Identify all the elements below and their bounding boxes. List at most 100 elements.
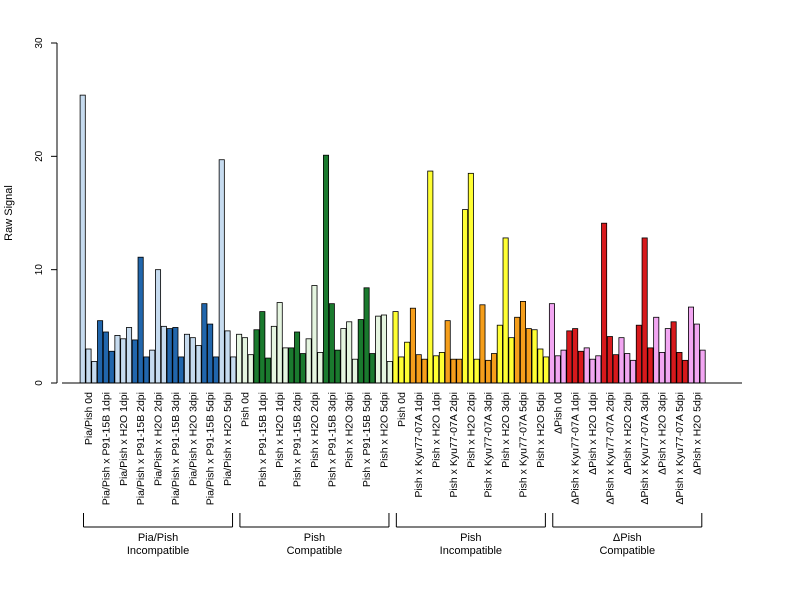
x-tick-label: Pish x H2O 2dpi	[309, 392, 321, 468]
bar	[612, 354, 619, 384]
bar	[160, 325, 167, 384]
bar	[114, 334, 121, 384]
bar	[653, 316, 660, 384]
x-tick-label: ΔPish 0d	[552, 392, 564, 434]
bar	[508, 337, 515, 384]
x-tick-label: Pish x H2O 1dpi	[431, 392, 443, 468]
bar	[624, 353, 631, 384]
x-tick-label: ΔPish x Kyu77-07A 2dpi	[604, 392, 616, 505]
bar	[328, 303, 335, 384]
bar	[351, 358, 358, 384]
bar	[630, 359, 637, 384]
bar	[375, 315, 382, 384]
bar	[641, 237, 648, 384]
bar	[467, 172, 474, 384]
x-tick-label: ΔPish x H2O 3dpi	[657, 392, 669, 475]
group-sublabel: Compatible	[599, 545, 655, 557]
bar	[670, 321, 677, 384]
bar	[183, 333, 190, 384]
bar	[572, 328, 579, 384]
x-tick-label: ΔPish x Kyu77-07A 3dpi	[639, 392, 651, 505]
x-tick-label: Pia/Pish x P91-15B 2dpi	[135, 392, 147, 505]
y-tick-label: 0	[34, 380, 45, 386]
x-tick-label: Pish x Kyu77-07A 2dpi	[448, 392, 460, 498]
x-tick-label: Pish x P91-15B 5dpi	[361, 392, 373, 487]
x-tick-label: ΔPish x Kyu77-07A 1dpi	[570, 392, 582, 505]
bar	[224, 330, 231, 384]
bar	[155, 269, 162, 384]
bars	[79, 94, 706, 384]
bar	[305, 338, 312, 384]
bar	[288, 347, 295, 384]
bar	[456, 358, 463, 384]
bar	[421, 358, 428, 384]
bar	[334, 349, 341, 384]
bar	[131, 339, 138, 384]
x-tick-label: ΔPish x H2O 2dpi	[622, 392, 634, 475]
bar	[137, 256, 144, 384]
bar	[380, 314, 387, 384]
bar	[259, 311, 266, 384]
x-tick-label: Pish x H2O 5dpi	[535, 392, 547, 468]
bar	[178, 356, 185, 384]
group-sublabel: Compatible	[287, 545, 343, 557]
bar	[485, 359, 492, 384]
group-label: ΔPish	[613, 532, 642, 544]
x-tick-label: Pish 0d	[396, 392, 408, 427]
bar	[473, 358, 480, 384]
bar	[577, 350, 584, 384]
bar	[363, 287, 370, 384]
bar	[201, 303, 208, 384]
bar	[427, 170, 434, 384]
x-tick-label: Pia/Pish x H2O 1dpi	[118, 392, 130, 486]
bar	[120, 338, 127, 384]
bar	[583, 347, 590, 384]
bar	[102, 331, 109, 384]
bar	[346, 321, 353, 384]
bar	[462, 209, 469, 384]
bar	[479, 304, 486, 384]
x-tick-label: Pia/Pish x P91-15B 3dpi	[170, 392, 182, 505]
bar	[241, 337, 248, 384]
bar	[554, 355, 561, 384]
group-sublabel: Incompatible	[127, 545, 189, 557]
bar	[537, 348, 544, 384]
bar	[386, 361, 393, 384]
bar	[635, 324, 642, 384]
bar	[647, 347, 654, 384]
group-label: Pia/Pish	[138, 532, 178, 544]
bar	[676, 351, 683, 384]
bar	[496, 324, 503, 384]
bar	[299, 353, 306, 384]
bar	[618, 337, 625, 384]
group-label: Pish	[304, 532, 325, 544]
bar	[438, 351, 445, 384]
x-tick-label: Pish x P91-15B 1dpi	[257, 392, 269, 487]
x-tick-label: Pia/Pish x H2O 2dpi	[153, 392, 165, 486]
x-tick-label: Pish x H2O 3dpi	[500, 392, 512, 468]
bar	[392, 311, 399, 384]
bar	[212, 356, 219, 384]
bar	[404, 341, 411, 384]
bar	[409, 307, 416, 384]
bar	[85, 348, 92, 384]
bar	[189, 337, 196, 384]
bar	[531, 329, 538, 384]
bar	[276, 302, 283, 384]
bar	[236, 333, 243, 384]
bar	[230, 356, 237, 384]
x-tick-label: Pish x H2O 1dpi	[274, 392, 286, 468]
bar	[398, 356, 405, 384]
bar	[688, 306, 695, 384]
y-axis: 0 10 20 30	[34, 37, 58, 386]
bar	[195, 345, 202, 384]
bar	[514, 316, 521, 384]
x-tick-label: ΔPish x Kyu77-07A 5dpi	[674, 392, 686, 505]
bar	[79, 94, 86, 384]
bar	[433, 355, 440, 384]
x-tick-label: ΔPish x H2O 5dpi	[691, 392, 703, 475]
x-tick-label: Pish 0d	[239, 392, 251, 427]
bar	[311, 285, 318, 384]
bar	[247, 354, 254, 384]
